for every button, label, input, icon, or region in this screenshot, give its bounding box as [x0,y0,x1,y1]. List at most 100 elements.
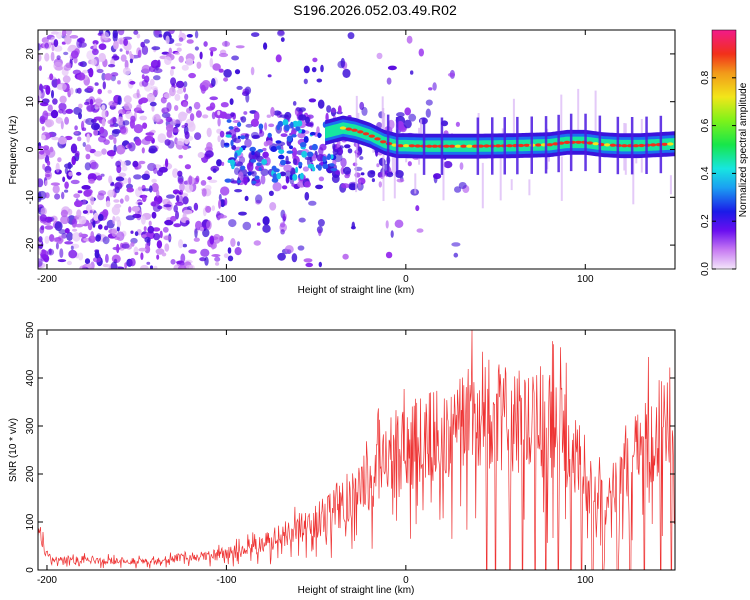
spectral-blob [94,82,99,86]
spectral-blob [111,227,118,237]
colorbar-tick-label: 0.6 [700,118,711,132]
spectral-blob [220,139,225,149]
spectral-blob [310,131,316,136]
spectral-blob [59,248,64,258]
y-tick-label: 400 [25,369,36,386]
spectral-blob [60,209,68,218]
spectral-blob [223,77,229,82]
spectral-blob [230,112,235,117]
spectral-blob [176,138,186,146]
ridge-core-peak [546,143,553,147]
spectral-blob [340,157,347,168]
spectral-blob [282,119,289,126]
spectral-blob [304,181,311,188]
spectral-blob [90,161,99,170]
spectral-blob [209,235,215,245]
spectral-blob [359,156,364,160]
spectral-blob [163,204,172,208]
spectral-blob [90,231,95,240]
spectral-blob [115,176,125,182]
spectral-blob [228,219,237,228]
spectral-blob [110,261,118,269]
spectral-blob [99,126,105,134]
spectral-blob [182,101,188,108]
spectral-blob [209,47,218,52]
spectral-blob [106,150,116,157]
spectral-blob [140,252,144,260]
spectral-blob [156,240,163,249]
spectral-blob [206,220,212,230]
spectral-blob [170,215,177,222]
spectral-blob [114,182,123,190]
ridge-core-peak [575,140,582,144]
spectral-blob [162,226,169,233]
spectral-blob [136,89,140,98]
spectral-blob [119,126,127,134]
spectral-blob [202,228,210,238]
spectral-blob [344,144,351,149]
spectral-blob [218,52,229,58]
spectral-blob [93,212,100,221]
spectral-blob [168,47,172,55]
spectral-blob [275,140,282,144]
spectral-blob [68,171,73,177]
spectral-blob [144,135,154,142]
spectral-blob [291,253,298,263]
spectral-blob [60,215,70,225]
spectral-blob [151,105,155,112]
spectral-blob [251,180,257,184]
spectral-blob [163,93,172,99]
ridge-burst [616,116,620,175]
spectral-blob [76,87,82,94]
spectral-blob [172,189,180,195]
spectral-blob [112,53,118,59]
ridge-burst [491,117,494,175]
spectral-blob [148,145,158,154]
snr-frame [37,329,676,571]
spectral-blob [316,126,320,134]
spectral-blob [218,199,222,209]
spectral-blob [210,50,214,57]
spectral-blob [289,174,293,181]
spectral-blob [84,258,91,265]
spectral-blob [184,183,194,193]
spectral-blob [169,86,176,97]
ridge-core-peak [362,132,370,136]
ridge-core-peak [506,144,513,148]
spectral-blob [224,178,232,183]
spectral-blob [272,182,282,192]
y-tick-label: 0 [25,146,36,152]
spectral-blob [386,171,394,178]
spectral-blob [107,89,112,94]
spectral-blob [298,217,306,223]
spectral-blob [130,115,136,123]
spectral-blob [311,67,317,73]
spectral-blob [128,206,132,213]
spectral-blob [151,178,157,183]
spectral-blob [168,30,175,35]
spectral-blob [69,35,79,39]
spectral-blob [180,112,189,117]
spectral-blob [433,173,442,180]
spectral-blob [117,116,124,126]
spectral-blob [57,157,62,163]
spectral-blob [218,68,224,73]
spectral-blob [117,80,121,85]
spectral-blob [188,249,197,254]
ridge-core-peak [345,127,352,131]
spectral-blob [280,133,288,138]
spectral-blob [289,145,293,150]
ridge-burst [530,116,533,174]
spectral-blob [320,64,324,73]
spectral-blob [297,245,305,251]
spectral-blob [291,134,297,138]
colorbar-tick-label: 0.4 [700,166,711,180]
spectral-blob [230,178,235,183]
spectral-blob [77,190,83,194]
spectral-blob [297,132,306,139]
spectral-blob [42,110,49,121]
spectral-blob [186,34,193,38]
ridge-core-peak [380,140,387,144]
spectral-blob [64,241,74,245]
spectral-blob [67,46,75,53]
